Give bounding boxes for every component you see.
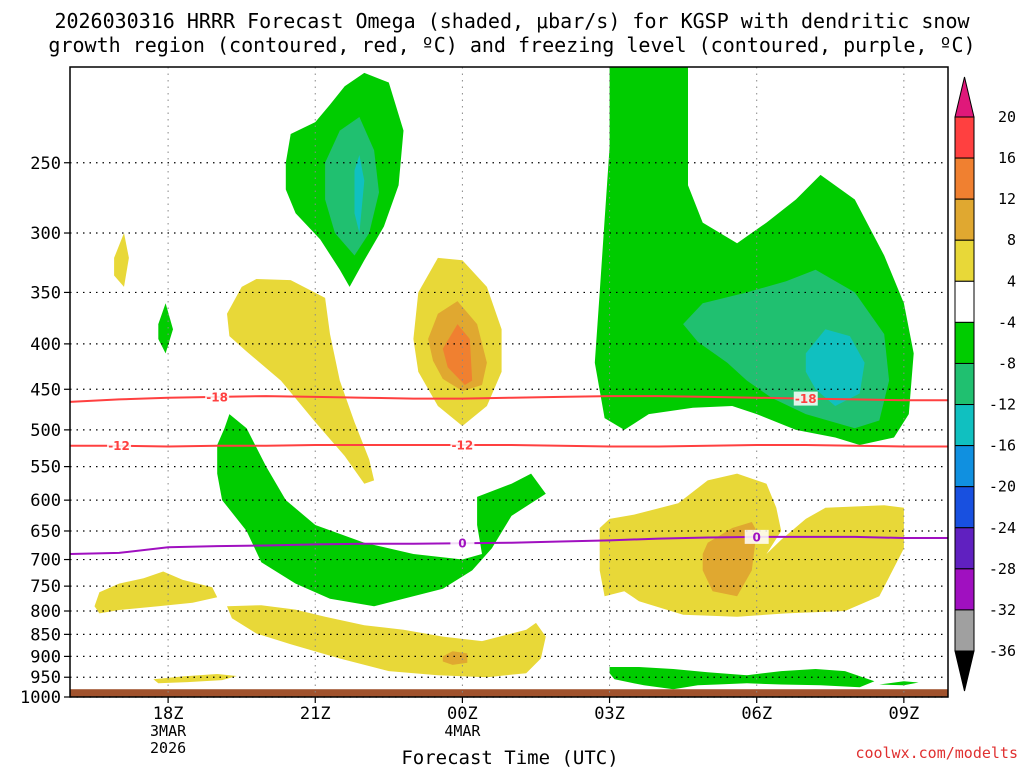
contour-label-bg-freezing-level-0 (744, 529, 769, 544)
colorbar-swatch-5 (954, 321, 975, 364)
colorbar-label-20: 20 (998, 108, 1016, 126)
contour-label-bg-dgz-minus-12 (450, 437, 475, 452)
colorbar-swatch-6 (954, 362, 975, 406)
y-tick-label-850: 850 (30, 625, 61, 645)
contour-label-bg-freezing-level-0 (450, 536, 475, 551)
colorbar-swatch-3 (954, 239, 975, 282)
colorbar-label--28: -28 (989, 560, 1016, 578)
omega-region-orange-right-lower (702, 522, 757, 597)
colorbar-swatch-1 (954, 157, 975, 200)
omega-region-yellow-small-bottom-left (153, 674, 237, 684)
credit-text: coolwx.com/modelts (855, 744, 1018, 762)
colorbar-label--36: -36 (989, 642, 1016, 660)
colorbar-swatch-7 (954, 404, 975, 447)
plot-area: -18 -18 -12 -12 0 0 (69, 66, 949, 698)
colorbar-label--24: -24 (989, 519, 1016, 537)
colorbar-label--32: -32 (989, 601, 1016, 619)
x-tick-label-18Z: 18Z (153, 704, 184, 724)
chart-title-line2: growth region (contoured, red, ºC) and f… (48, 33, 975, 57)
x-axis-label: Forecast Time (UTC) (401, 747, 618, 768)
contour-label-bg-dgz-minus-18 (793, 391, 818, 406)
x-tick-label-09Z: 09Z (888, 704, 919, 724)
colorbar-label--20: -20 (989, 478, 1016, 496)
y-tick-label-950: 950 (30, 668, 61, 688)
colorbar-label--8: -8 (998, 354, 1016, 372)
contour-dgz-minus-12 (70, 444, 948, 448)
omega-region-teal-upper-left (325, 117, 379, 256)
omega-region-green-small-left (158, 303, 173, 354)
contour-label-freezing-level-0: 0 (458, 537, 466, 551)
omega-region-orange-small-bottom (442, 651, 468, 665)
colorbar-swatch-11 (954, 568, 975, 611)
colorbar-top-arrow (954, 76, 975, 118)
colorbar-swatch-0 (954, 116, 975, 159)
omega-region-green-left-lower (217, 414, 546, 607)
omega-region-cyan-right (805, 329, 865, 406)
x-tick-sublabel-4MAR: 4MAR (444, 722, 481, 740)
omega-region-cyan-upper-left (354, 155, 365, 233)
contour-label-dgz-minus-12: -12 (452, 438, 474, 452)
colorbar-bottom-arrow (954, 650, 975, 692)
y-axis-tick-labels: 2503003504004505005506006507007508008509… (20, 154, 70, 708)
y-tick-label-450: 450 (30, 380, 61, 400)
y-tick-label-750: 750 (30, 577, 61, 597)
omega-region-yellow-lower-left (94, 571, 218, 614)
colorbar-label-4: 4 (1007, 272, 1016, 290)
colorbar-label--4: -4 (998, 313, 1016, 331)
y-tick-label-350: 350 (30, 283, 61, 303)
omega-region-yellow-small-left (114, 233, 129, 287)
surface-terrain-fill (70, 689, 948, 697)
omega-region-yellow-mid-left (227, 279, 375, 484)
y-tick-label-800: 800 (30, 602, 61, 622)
x-tick-label-21Z: 21Z (300, 704, 331, 724)
y-tick-label-650: 650 (30, 522, 61, 542)
omega-region-green-tiny-bottom-right (879, 681, 919, 686)
colorbar-swatch-8 (954, 445, 975, 488)
x-tick-sublabel-3MAR: 3MAR (150, 722, 187, 740)
colorbar-swatch-10 (954, 527, 975, 570)
colorbar-swatch-4 (954, 280, 975, 323)
y-tick-label-900: 900 (30, 647, 61, 667)
y-tick-label-700: 700 (30, 551, 61, 571)
colorbar-label--16: -16 (989, 437, 1016, 455)
colorbar-swatch-9 (954, 486, 975, 529)
colorbar-swatch-12 (954, 609, 975, 652)
x-tick-label-06Z: 06Z (741, 704, 772, 724)
contour-label-freezing-level-0: 0 (753, 530, 761, 544)
y-tick-label-550: 550 (30, 458, 61, 478)
contour-label-dgz-minus-12: -12 (108, 439, 130, 453)
colorbar-label-8: 8 (1007, 231, 1016, 249)
plot-frame (69, 66, 949, 698)
contour-label-dgz-minus-18: -18 (206, 390, 228, 404)
colorbar-label-12: 12 (998, 190, 1016, 208)
contour-freezing-level-0 (69, 535, 948, 555)
omega-region-green-bottom-right (609, 667, 875, 690)
omega-region-yellow-bottom-band (227, 605, 546, 678)
y-tick-label-300: 300 (30, 224, 61, 244)
y-tick-label-1000: 1000 (20, 688, 61, 708)
colorbar-label-16: 16 (998, 149, 1016, 167)
y-tick-label-500: 500 (30, 421, 61, 441)
omega-region-orange-center (442, 324, 473, 385)
y-tick-label-250: 250 (30, 154, 61, 174)
chart-title-line1: 2026030316 HRRR Forecast Omega (shaded, … (54, 9, 970, 33)
contour-label-dgz-minus-18: -18 (795, 392, 817, 406)
colorbar-label--12: -12 (989, 396, 1016, 414)
colorbar-swatch-2 (954, 198, 975, 241)
x-tick-sublabel-2026: 2026 (150, 739, 186, 757)
x-tick-label-03Z: 03Z (594, 704, 625, 724)
contour-label-bg-dgz-minus-12 (107, 438, 132, 453)
x-tick-label-00Z: 00Z (447, 704, 478, 724)
y-tick-label-600: 600 (30, 491, 61, 511)
y-tick-label-400: 400 (30, 335, 61, 355)
colorbar: 20 16 12 8 4 -4 -8 -12 -16 -20 -24 -28 -32 -36 (954, 76, 1016, 692)
contour-label-bg-dgz-minus-18 (205, 389, 230, 404)
